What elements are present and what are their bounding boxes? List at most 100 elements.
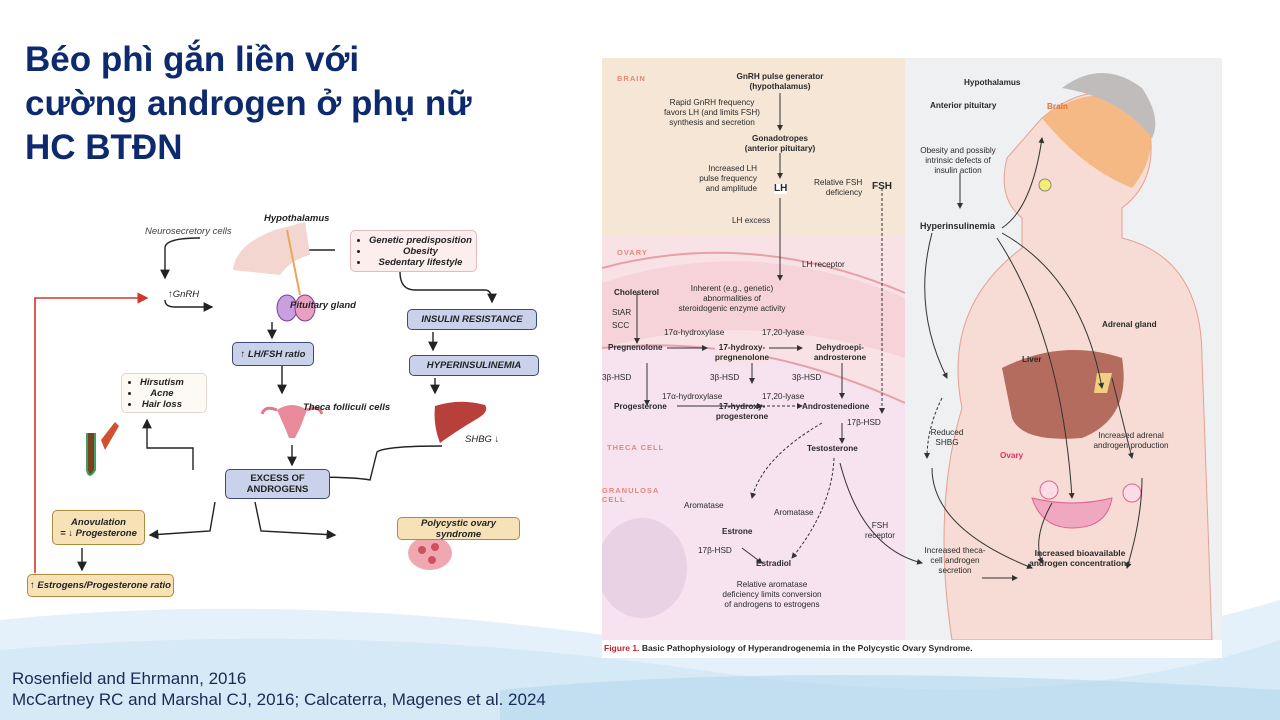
bioavailable-text: Increased bioavailable — [1034, 548, 1126, 558]
increased-lh-text: pulse frequency — [699, 174, 757, 183]
theca-section-label: THECA CELL — [607, 443, 665, 452]
hydroxy-pregnenolone: pregnenolone — [714, 353, 770, 362]
theca-label: Theca folliculi cells — [303, 402, 391, 413]
symptom: Hair loss — [140, 399, 184, 410]
estradiol: Estradiol — [756, 559, 792, 568]
caption-text: Basic Pathophysiology of Hyperandrogenem… — [641, 643, 973, 653]
hyperinsulinemia-box: HYPERINSULINEMIA — [409, 355, 539, 376]
lyase-label: 17,20-lyase — [762, 328, 805, 337]
hsd3-label: 3β-HSD — [792, 373, 822, 382]
granulosa-label: GRANULOSA — [602, 486, 660, 495]
hsd17-label: 17β-HSD — [698, 546, 732, 555]
citation: Rosenfield and Ehrmann, 2016 — [12, 669, 247, 688]
ovary-label: Ovary — [1000, 451, 1024, 460]
background-wave — [0, 600, 1280, 720]
citation: McCartney RC and Marshal CJ, 2016; Calca… — [12, 690, 546, 709]
hypothalamus-label: Hypothalamus — [264, 213, 330, 224]
symptoms-box: HirsutismAcneHair loss — [121, 373, 207, 413]
adrenal-production-text: Increased adrenal — [1098, 431, 1164, 440]
aromatase-label: Aromatase — [684, 501, 724, 510]
ovary-section-label: OVARY — [617, 248, 648, 257]
flow-arrows — [34, 222, 497, 573]
fsh-receptor-label: receptor — [864, 531, 896, 540]
obesity-text: Obesity and possibly — [920, 146, 996, 155]
obesity-text: intrinsic defects of — [925, 156, 991, 165]
lh-fsh-ratio-box: ↑ LH/FSH ratio — [232, 342, 314, 366]
risk-factor: Obesity — [369, 246, 472, 257]
cholesterol: Cholesterol — [614, 288, 660, 297]
granulosa-label: CELL — [602, 495, 626, 504]
inherent-text: abnormalities of — [703, 294, 761, 303]
increased-lh-text: Increased LH — [708, 164, 757, 173]
brain-section-label: BRAIN — [617, 74, 646, 83]
symptom: Hirsutism — [140, 377, 184, 388]
aromatase-deficiency-text: of androgens to estrogens — [724, 600, 820, 609]
fsh-deficiency-text: Relative FSH — [814, 178, 863, 187]
figure-caption: Figure 1. Basic Pathophysiology of Hyper… — [604, 643, 972, 653]
title-line: Béo phì gắn liền với — [25, 40, 360, 79]
insulin-resistance-box: INSULIN RESISTANCE — [407, 309, 537, 330]
lh-label: LH — [774, 183, 788, 194]
aromatase-deficiency-text: Relative aromatase — [736, 580, 808, 589]
pcos-flow-diagram: Hypothalamus Neurosecretory cells Geneti… — [15, 200, 600, 608]
rapid-text: Rapid GnRH frequency — [669, 98, 755, 107]
aromatase-deficiency-text: deficiency limits conversion — [722, 590, 822, 599]
reduced-shbg-text: SHBG — [935, 438, 959, 447]
lh-receptor-label: LH receptor — [802, 260, 845, 269]
figure-illustration — [602, 58, 1222, 658]
fsh-label: FSH — [872, 181, 892, 192]
aromatase-label: Aromatase — [774, 508, 814, 517]
increased-lh-text: and amplitude — [705, 184, 757, 193]
gonadotropes-text: Gonadotropes — [752, 134, 808, 143]
fsh-receptor-label: FSH — [871, 521, 889, 530]
adrenal-gland-label: Adrenal gland — [1102, 320, 1157, 329]
hydroxylase-label: 17α-hydroxylase — [664, 328, 725, 337]
neurosecretory-label: Neurosecretory cells — [145, 226, 232, 237]
slide-title: Béo phì gắn liền với cường androgen ở ph… — [25, 38, 585, 170]
anovulation-text: Anovulation — [71, 516, 126, 528]
hsd3-label: 3β-HSD — [710, 373, 740, 382]
hsd17-label: 17β-HSD — [847, 418, 881, 427]
hydroxy-progesterone: 17-hydroxy- — [718, 402, 766, 411]
pregnenolone: Pregnenolone — [608, 343, 663, 352]
theca-secretion-text: secretion — [938, 566, 972, 575]
risk-factors-box: Genetic predispositionObesitySedentary l… — [350, 230, 477, 272]
testosterone: Testosterone — [807, 444, 858, 453]
symptom: Acne — [140, 388, 184, 399]
title-line: cường androgen ở phụ nữ — [25, 84, 472, 123]
hsd3-label: 3β-HSD — [602, 373, 632, 382]
star-label: StAR — [612, 308, 632, 317]
rapid-text: synthesis and secretion — [669, 118, 755, 127]
gnrh-text: (hypothalamus) — [749, 82, 811, 91]
hydroxy-pregnenolone: 17-hydroxy- — [718, 343, 766, 352]
hydroxylase-label: 17α-hydroxylase — [662, 392, 723, 401]
pituitary-label: Pituitary gland — [290, 300, 356, 311]
theca-secretion-text: cell androgen — [930, 556, 980, 565]
risk-factor: Genetic predisposition — [369, 235, 472, 246]
inherent-text: Inherent (e.g., genetic) — [690, 284, 774, 293]
lh-excess-text: LH excess — [732, 216, 771, 225]
gnrh-text: GnRH pulse generator — [736, 72, 824, 81]
dhea: androsterone — [813, 353, 867, 362]
anterior-pituitary-label: Anterior pituitary — [930, 101, 997, 110]
risk-factor: Sedentary lifestyle — [369, 257, 472, 268]
adrenal-production-text: androgen production — [1093, 441, 1169, 450]
reduced-shbg-text: Reduced — [930, 428, 964, 437]
hydroxy-progesterone: progesterone — [715, 412, 769, 421]
anovulation-box: Anovulation = ↓ Progesterone — [52, 510, 145, 545]
dhea: Dehydroepi- — [816, 343, 864, 352]
hypothalamus-label: Hypothalamus — [964, 78, 1021, 87]
gonadotropes-text: (anterior pituitary) — [744, 144, 816, 153]
lyase-label: 17,20-lyase — [762, 392, 805, 401]
brain-label: Brain — [1047, 102, 1068, 111]
theca-secretion-text: Increased theca- — [924, 546, 986, 555]
excess-androgens-box: EXCESS OF ANDROGENS — [225, 469, 330, 499]
caption-prefix: Figure 1. — [604, 643, 640, 653]
bioavailable-text: androgen concentrations — [1028, 558, 1132, 568]
estrone: Estrone — [722, 527, 753, 536]
title-line: HC BTĐN — [25, 128, 183, 167]
gnrh-label: ↑GnRH — [168, 289, 200, 300]
liver-label: Liver — [1022, 355, 1042, 364]
nejm-figure: BRAIN OVARY THECA CELL GRANULOSA CELL GnR… — [602, 58, 1222, 658]
obesity-text: insulin action — [934, 166, 982, 175]
